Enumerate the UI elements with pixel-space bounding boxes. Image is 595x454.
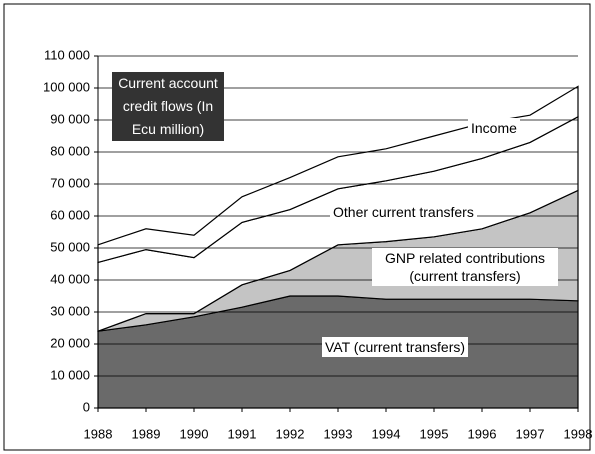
- x-tick-label: 1998: [564, 426, 593, 441]
- chart-border: [3, 3, 591, 451]
- x-tick-label: 1992: [276, 426, 305, 441]
- y-tick-label: 90 000: [50, 111, 90, 126]
- series-label: VAT (current transfers): [322, 337, 469, 357]
- x-tick-label: 1988: [84, 426, 113, 441]
- y-tick-label: 110 000: [44, 47, 90, 62]
- y-tick-label: 100 000: [43, 79, 90, 94]
- x-tick-label: 1996: [468, 426, 497, 441]
- y-tick-label: 40 000: [50, 271, 90, 286]
- x-tick-label: 1990: [180, 426, 209, 441]
- y-tick-label: 20 000: [50, 335, 90, 350]
- y-tick-label: 0: [83, 399, 90, 414]
- series-label: Income: [468, 118, 520, 138]
- x-tick-label: 1994: [372, 426, 401, 441]
- series-label: GNP related contributions (current trans…: [372, 248, 558, 286]
- y-tick-label: 10 000: [50, 367, 90, 382]
- x-tick-label: 1995: [420, 426, 449, 441]
- chart-title: Current account credit flows (In Ecu mil…: [112, 72, 224, 141]
- x-tick-label: 1997: [516, 426, 545, 441]
- y-tick-label: 50 000: [50, 239, 90, 254]
- x-tick-label: 1991: [228, 426, 257, 441]
- x-tick-label: 1993: [324, 426, 353, 441]
- y-tick-label: 60 000: [50, 207, 90, 222]
- y-tick-label: 30 000: [50, 303, 90, 318]
- y-tick-label: 80 000: [50, 143, 90, 158]
- series-label: Other current transfers: [330, 202, 477, 222]
- y-tick-label: 70 000: [50, 175, 90, 190]
- x-tick-label: 1989: [132, 426, 161, 441]
